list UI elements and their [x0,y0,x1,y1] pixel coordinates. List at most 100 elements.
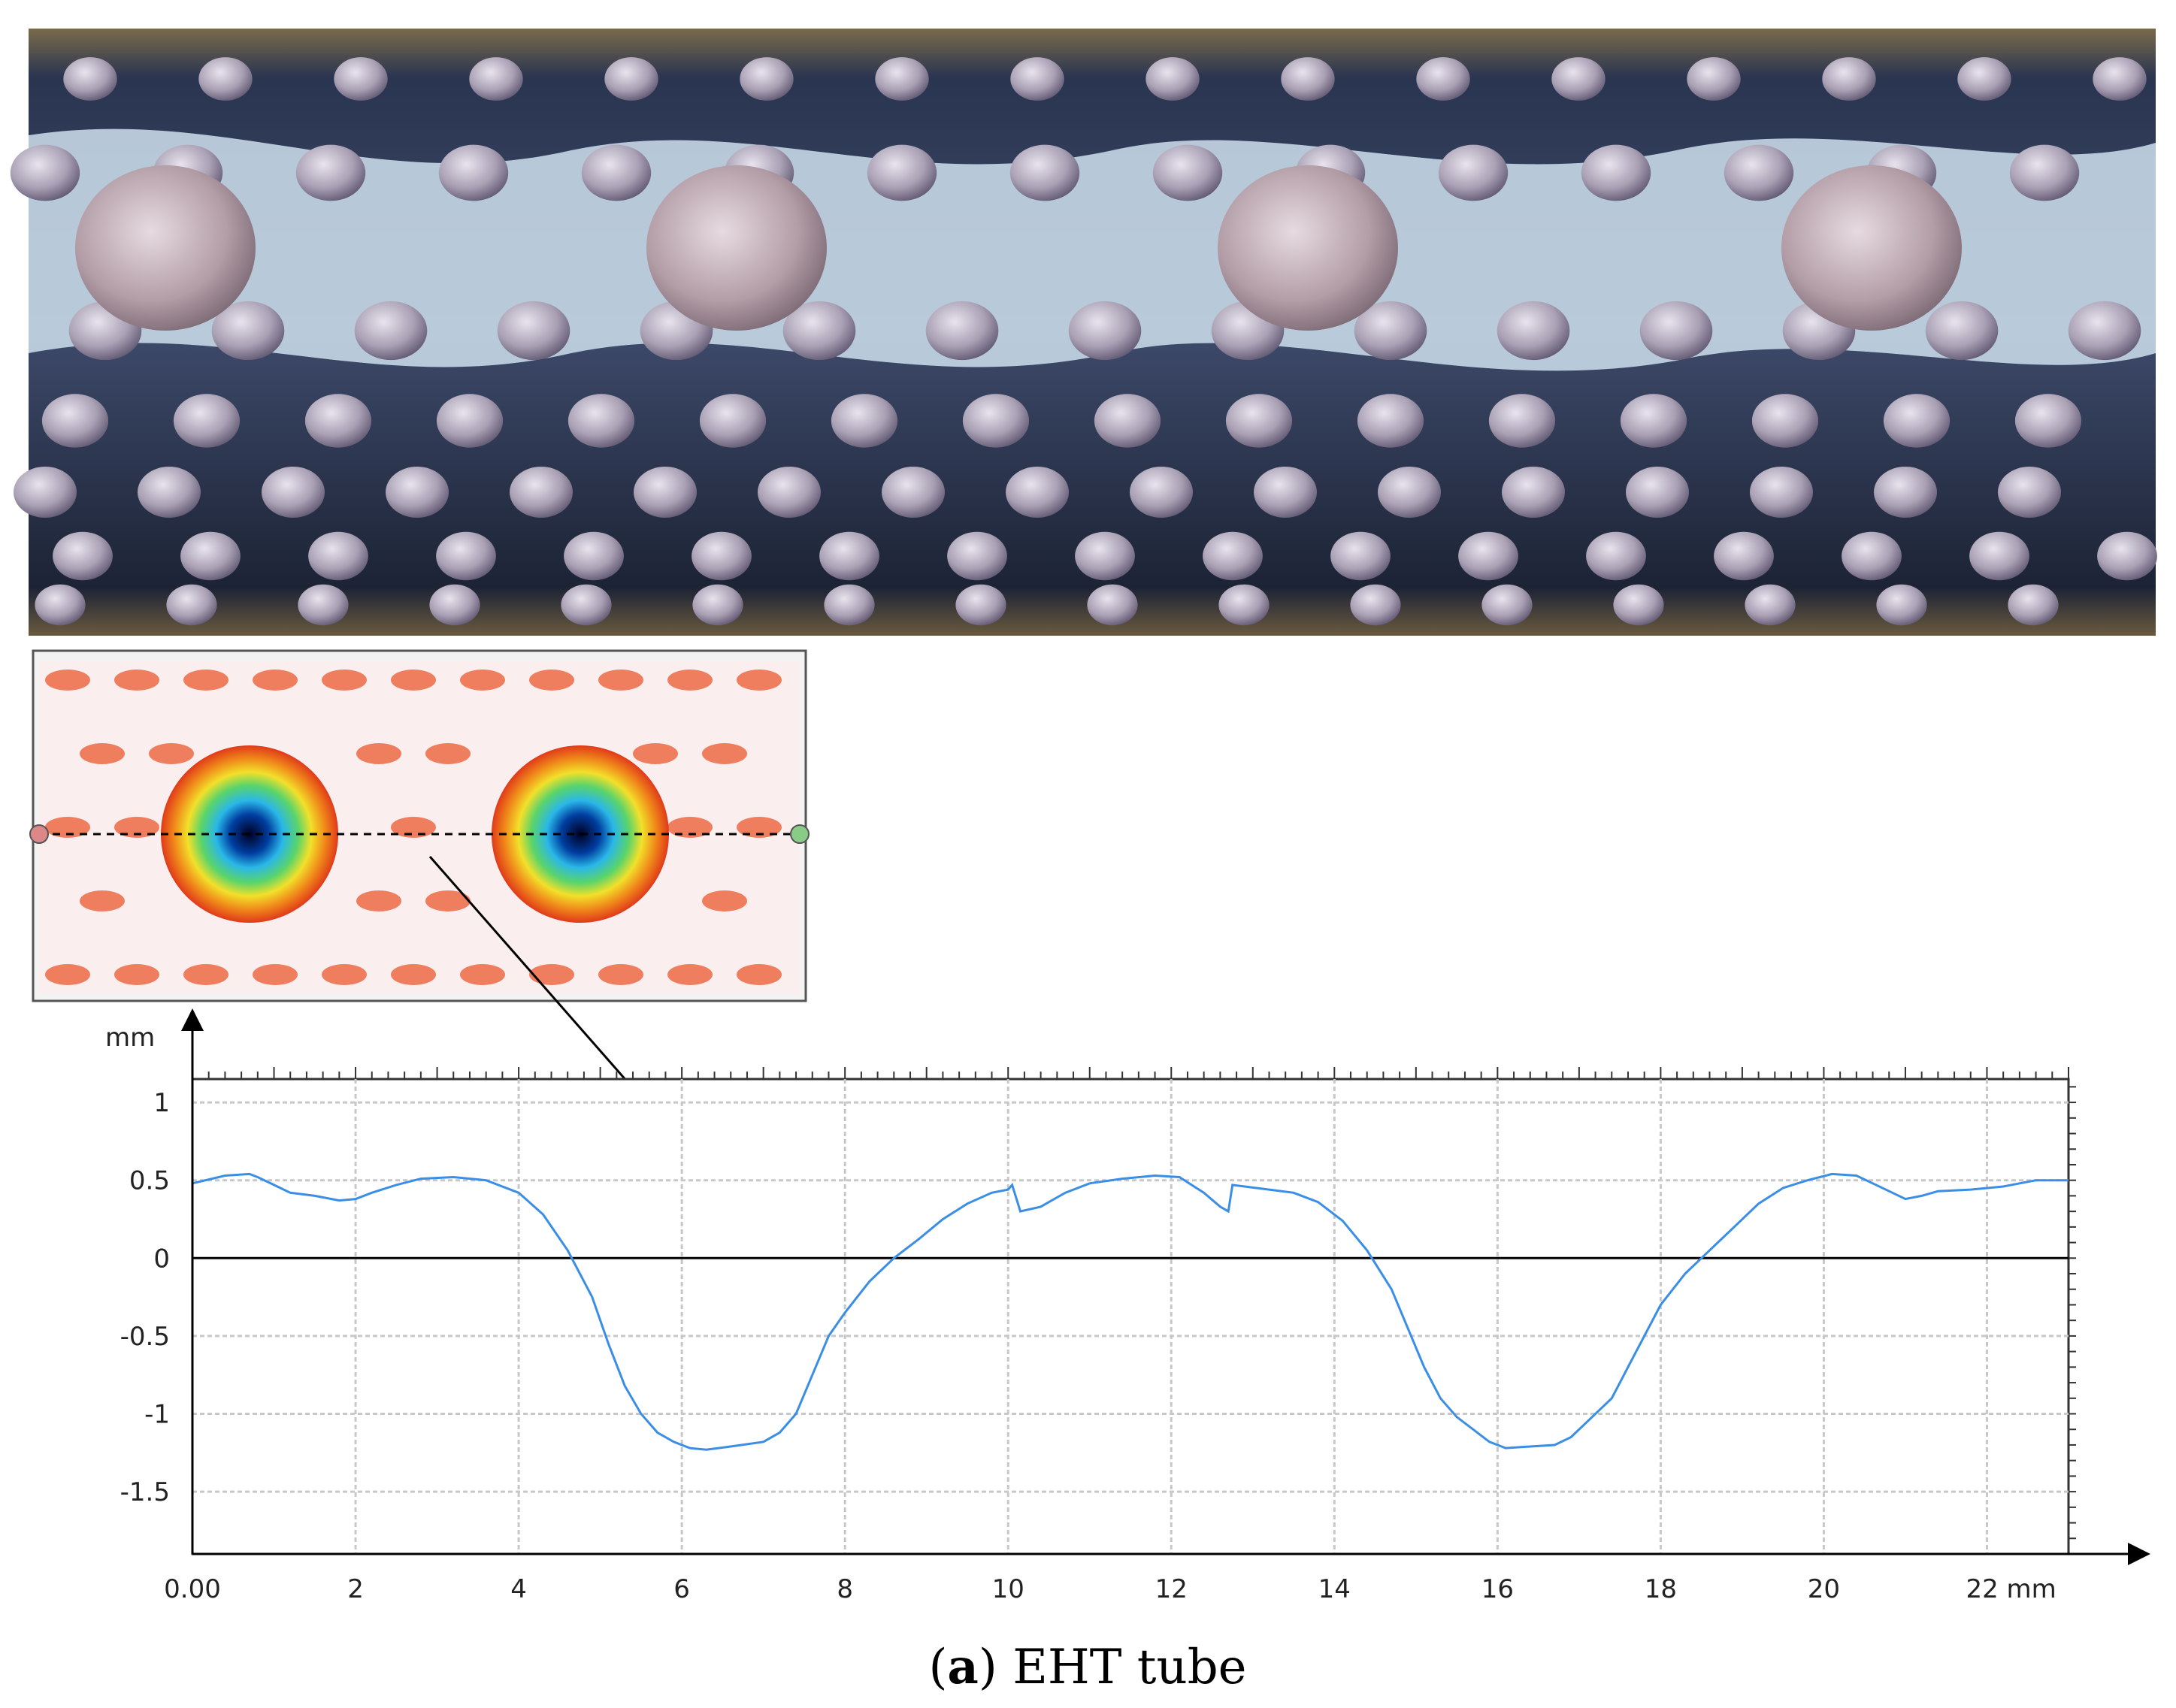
tube-dimple [1357,394,1424,448]
x-tick-label: 2 [347,1574,364,1604]
y-tick-label: 0 [153,1244,170,1274]
caption-letter: a [947,1639,978,1695]
tube-dimple [692,531,752,581]
contour-blob [391,670,436,691]
contour-blob [149,743,194,764]
contour-blob [633,743,678,764]
tube-dimple [1254,467,1317,518]
tube-dimple [334,57,388,101]
tube-dimple [1152,144,1223,201]
tube-dimple [1009,144,1080,201]
tube-large-dimple [1218,165,1398,331]
contour-blob [425,890,471,911]
contour-blob [356,890,401,911]
tube-dimple [2008,584,2059,626]
tube-dimple [1010,57,1064,101]
y-tick-label: 0.5 [129,1166,170,1196]
tube-dimple [699,394,767,448]
tube-dimple [882,467,945,518]
tube-large-dimple [646,165,827,331]
tube-dimple [1842,531,1902,581]
contour-blobs [45,670,782,985]
tube-dimple [1458,531,1518,581]
tube-dimple [1586,531,1646,581]
tube-dimple [429,584,480,626]
x-tick-label: 14 [1318,1574,1351,1604]
tube-dimple [1438,144,1509,201]
tube-dimple [740,57,794,101]
tube-dimple [354,301,428,361]
contour-blob [253,964,298,985]
tube-dimple [1639,301,1713,361]
tube-dimple [1130,467,1193,518]
tube-dimple [35,584,86,626]
contour-blob [80,743,125,764]
contour-blob [702,743,747,764]
tube-dimple [436,394,504,448]
tube-dimple [1745,584,1796,626]
tube-dimple [758,467,821,518]
contour-blob [356,743,401,764]
tube-dimple [1998,467,2061,518]
tube-large-dimple [1781,165,1962,331]
y-tick-label: 1 [153,1088,170,1118]
tube-dimple [41,394,109,448]
contour-blob [114,964,159,985]
x-tick-labels: 0.00 2 4 6 8 10 12 14 16 18 20 22 mm [164,1574,2056,1604]
contour-blob [667,670,713,691]
tube-dimple [875,57,929,101]
tube-dimple [1502,467,1565,518]
contour-blob [529,964,574,985]
tube-dimple [2093,57,2147,101]
tube-dimple [604,57,658,101]
tube-dimple [1087,584,1138,626]
tube-dimple [1581,144,1651,201]
tube-dimple [298,584,349,626]
tube-dimple [1225,394,1293,448]
contour-blob [667,817,713,838]
tube-dimple [1687,57,1741,101]
tube-dimple [1146,57,1200,101]
tube-dimple [831,394,898,448]
contour-blob [460,670,505,691]
tube-dimple [564,531,624,581]
tube-dimple [14,467,77,518]
contour-blob [702,890,747,911]
contour-blob [667,964,713,985]
contour-blob [114,817,159,838]
y-axis-unit: mm [105,1023,155,1053]
contour-blob [737,670,782,691]
contour-blob [183,670,228,691]
contour-blob [80,890,125,911]
tube-dimple [63,57,117,101]
figure-caption: (a) EHT tube [928,1639,1246,1695]
tube-dimple [1416,57,1470,101]
tube-dimple [1354,301,1427,361]
tube-dimple [1488,394,1556,448]
tube-dimple [1822,57,1876,101]
contour-blob [322,964,367,985]
contour-blob [391,817,436,838]
contour-blob [45,817,90,838]
tube-photo [10,29,2157,636]
tube-dimple [198,57,253,101]
tube-dimple [634,467,697,518]
tube-dimple [166,584,217,626]
profile-chart: 0.00 2 4 6 8 10 12 14 16 18 20 22 mm 1 0.5 0 -0.5 -1 -1.… [105,1008,2150,1604]
tube-dimple [955,584,1006,626]
tube-dimple [925,301,999,361]
tube-dimple [819,531,879,581]
tube-dimple [947,531,1007,581]
tube-dimple [497,301,570,361]
tube-dimple [138,467,201,518]
tube-dimple [10,144,80,201]
tube-dimple [304,394,372,448]
x-tick-label: 18 [1645,1574,1677,1604]
x-tick-label: 4 [510,1574,527,1604]
tube-dimple [824,584,875,626]
tube-dimple [1969,531,2029,581]
x-tick-label: 6 [673,1574,690,1604]
tube-dimple [1925,301,1999,361]
tube-dimple [1218,584,1270,626]
